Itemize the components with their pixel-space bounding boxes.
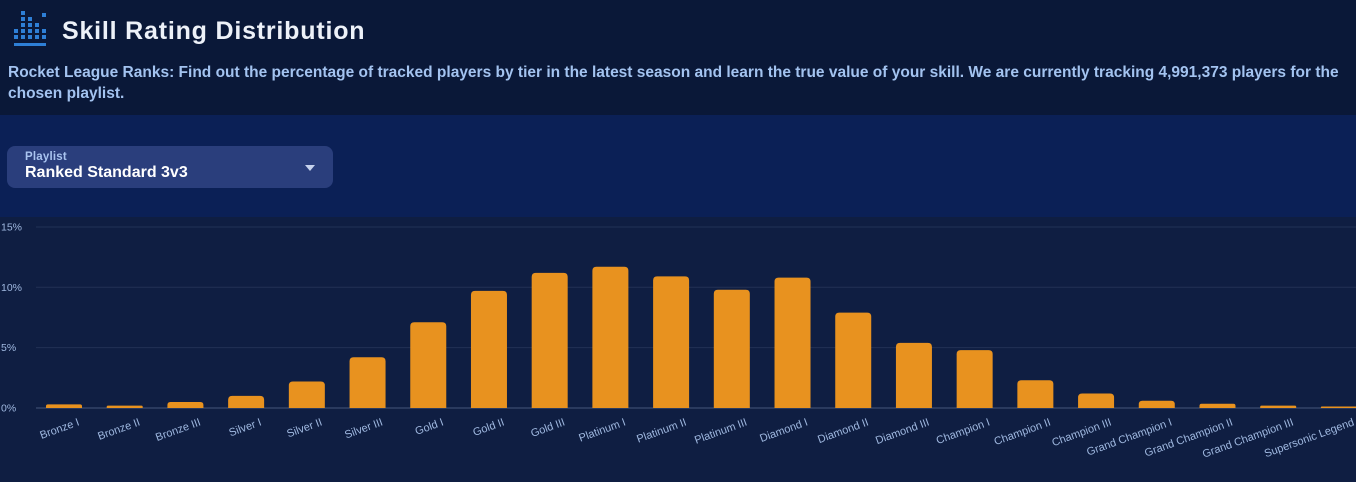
bar-diamond-i[interactable] bbox=[774, 277, 811, 408]
x-axis-label-silver-iii: Silver III bbox=[343, 417, 384, 442]
x-axis-label-gold-iii: Gold III bbox=[529, 417, 566, 440]
bar-bronze-i[interactable] bbox=[46, 404, 82, 408]
bar-platinum-i[interactable] bbox=[592, 266, 629, 408]
bar-silver-iii[interactable] bbox=[349, 357, 386, 408]
y-axis-tick-label: 0% bbox=[1, 403, 16, 415]
bar-champion-ii[interactable] bbox=[1017, 380, 1054, 408]
x-axis-label-gold-i: Gold I bbox=[414, 417, 446, 438]
chevron-down-icon bbox=[305, 165, 315, 171]
page-description: Rocket League Ranks: Find out the percen… bbox=[8, 64, 1339, 102]
bar-diamond-ii[interactable] bbox=[835, 312, 872, 408]
bar-bronze-iii[interactable] bbox=[167, 401, 204, 408]
bar-bronze-ii[interactable] bbox=[106, 405, 143, 408]
bar-supersonic-legend[interactable] bbox=[1320, 406, 1356, 409]
bar-platinum-iii[interactable] bbox=[713, 289, 750, 408]
x-axis-label-champion-i: Champion I bbox=[935, 417, 992, 448]
y-axis-tick-label: 15% bbox=[1, 221, 22, 233]
bar-grand-champion-i[interactable] bbox=[1138, 400, 1175, 408]
header: Skill Rating Distribution Rocket League … bbox=[0, 0, 1356, 115]
pixel-bar-chart-icon bbox=[14, 9, 47, 54]
y-axis-tick-label: 10% bbox=[1, 282, 22, 294]
bar-grand-champion-ii[interactable] bbox=[1199, 403, 1236, 408]
bar-diamond-iii[interactable] bbox=[895, 342, 932, 408]
x-axis-label-silver-ii: Silver II bbox=[285, 417, 324, 441]
x-axis-label-champion-ii: Champion II bbox=[993, 417, 1053, 449]
x-axis-label-platinum-i: Platinum I bbox=[577, 417, 627, 445]
bar-gold-iii[interactable] bbox=[531, 272, 568, 408]
x-axis-label-gold-ii: Gold II bbox=[471, 417, 506, 439]
bar-gold-i[interactable] bbox=[410, 322, 447, 408]
bar-champion-iii[interactable] bbox=[1078, 393, 1115, 408]
x-axis-label-bronze-i: Bronze I bbox=[38, 417, 81, 442]
x-axis-label-bronze-ii: Bronze II bbox=[96, 417, 141, 443]
page-title: Skill Rating Distribution bbox=[62, 17, 366, 45]
bar-grand-champion-iii[interactable] bbox=[1260, 405, 1297, 408]
x-axis-label-diamond-ii: Diamond II bbox=[816, 417, 870, 446]
x-axis-label-bronze-iii: Bronze III bbox=[154, 417, 202, 444]
playlist-dropdown[interactable]: Playlist Ranked Standard 3v3 bbox=[7, 146, 333, 188]
title-row: Skill Rating Distribution bbox=[14, 9, 365, 54]
y-axis-tick-label: 5% bbox=[1, 342, 16, 354]
playlist-dropdown-label: Playlist bbox=[25, 151, 67, 163]
x-axis-label-diamond-iii: Diamond III bbox=[874, 417, 931, 448]
x-axis-label-platinum-ii: Platinum II bbox=[635, 417, 688, 446]
x-axis-label-platinum-iii: Platinum III bbox=[693, 417, 749, 447]
playlist-dropdown-value: Ranked Standard 3v3 bbox=[25, 164, 188, 181]
x-axis-label-diamond-i: Diamond I bbox=[758, 417, 809, 445]
bar-gold-ii[interactable] bbox=[470, 290, 507, 408]
x-axis-label-silver-i: Silver I bbox=[227, 417, 263, 440]
chart-section: 0% 5% 10% 15% Bronze I Bronze II Bronze III Sil… bbox=[0, 217, 1356, 482]
bar-silver-i[interactable] bbox=[228, 395, 265, 408]
bar-champion-i[interactable] bbox=[956, 350, 993, 408]
bar-platinum-ii[interactable] bbox=[653, 276, 690, 408]
filter-band: Playlist Ranked Standard 3v3 bbox=[0, 115, 1356, 217]
bar-silver-ii[interactable] bbox=[288, 381, 325, 408]
skill-distribution-bar-chart: 0% 5% 10% 15% Bronze I Bronze II Bronze III Sil… bbox=[1, 221, 1356, 461]
